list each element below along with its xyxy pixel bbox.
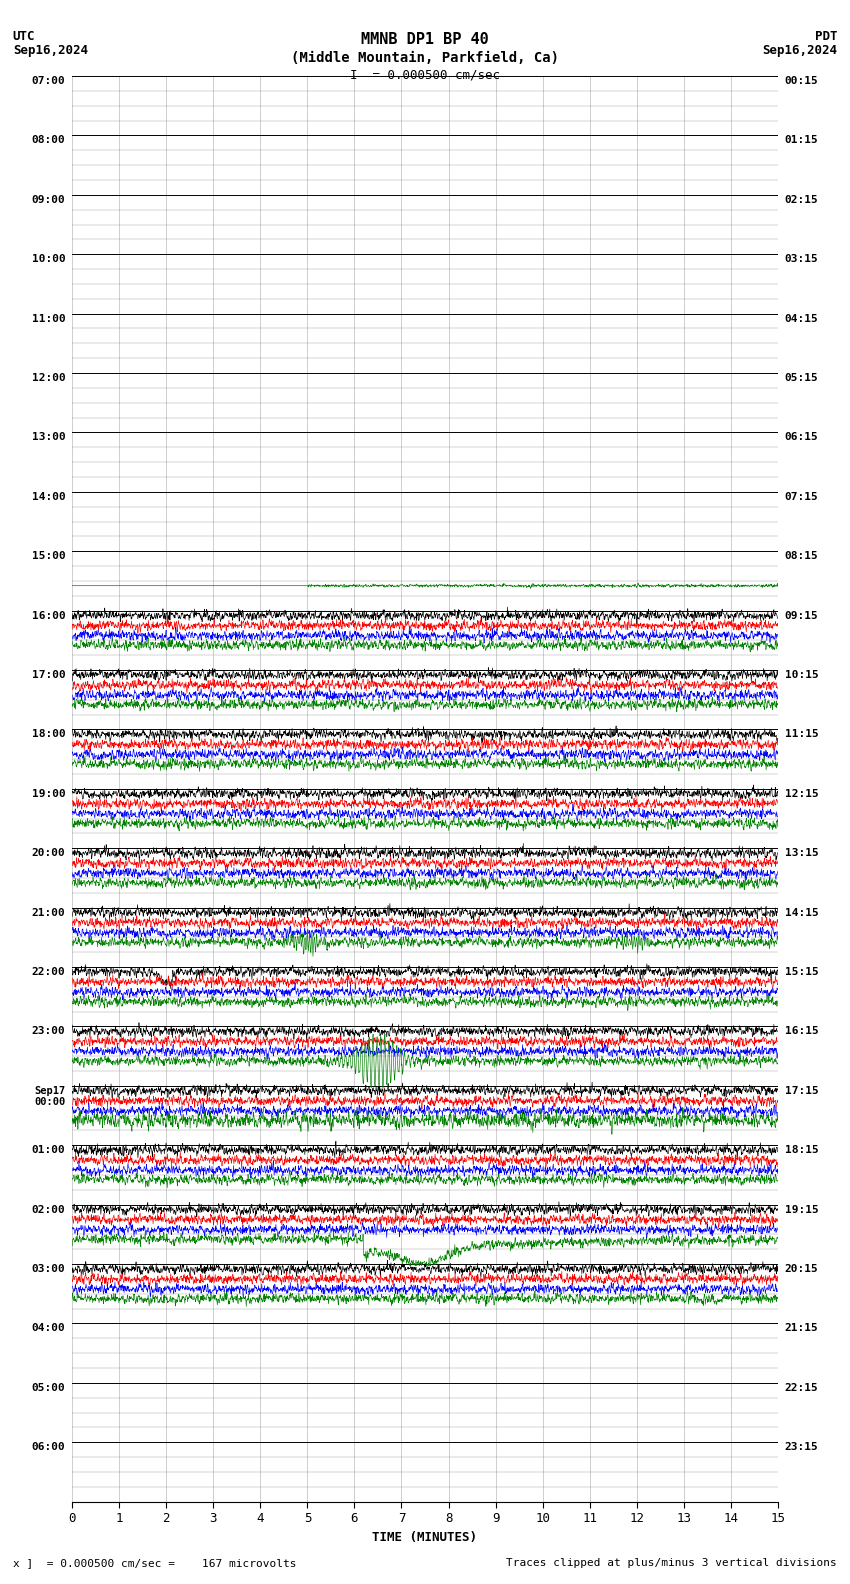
Text: 12:00: 12:00: [31, 374, 65, 383]
Text: 20:00: 20:00: [31, 849, 65, 859]
Text: 09:00: 09:00: [31, 195, 65, 204]
Text: 23:15: 23:15: [785, 1441, 819, 1453]
Text: 13:00: 13:00: [31, 432, 65, 442]
Text: 14:15: 14:15: [785, 908, 819, 917]
Text: I  = 0.000500 cm/sec: I = 0.000500 cm/sec: [350, 68, 500, 81]
Text: 18:00: 18:00: [31, 729, 65, 740]
Text: 21:00: 21:00: [31, 908, 65, 917]
Text: 14:00: 14:00: [31, 491, 65, 502]
Text: 07:00: 07:00: [31, 76, 65, 86]
Text: 04:15: 04:15: [785, 314, 819, 323]
Text: 17:00: 17:00: [31, 670, 65, 680]
Text: UTC: UTC: [13, 30, 35, 43]
Text: x ]  = 0.000500 cm/sec =    167 microvolts: x ] = 0.000500 cm/sec = 167 microvolts: [13, 1559, 297, 1568]
Text: 05:15: 05:15: [785, 374, 819, 383]
Text: 01:00: 01:00: [31, 1145, 65, 1155]
Text: 03:00: 03:00: [31, 1264, 65, 1274]
Text: PDT: PDT: [815, 30, 837, 43]
Text: Sep16,2024: Sep16,2024: [13, 44, 88, 57]
Text: 01:15: 01:15: [785, 136, 819, 146]
Text: 11:00: 11:00: [31, 314, 65, 323]
Text: 19:15: 19:15: [785, 1204, 819, 1215]
Text: 12:15: 12:15: [785, 789, 819, 798]
Text: 00:15: 00:15: [785, 76, 819, 86]
Text: 02:15: 02:15: [785, 195, 819, 204]
Text: 06:15: 06:15: [785, 432, 819, 442]
Text: 07:15: 07:15: [785, 491, 819, 502]
Text: Sep17
00:00: Sep17 00:00: [34, 1087, 65, 1107]
Text: 13:15: 13:15: [785, 849, 819, 859]
Text: 22:00: 22:00: [31, 966, 65, 977]
Text: 22:15: 22:15: [785, 1383, 819, 1392]
Text: 04:00: 04:00: [31, 1324, 65, 1334]
Text: Traces clipped at plus/minus 3 vertical divisions: Traces clipped at plus/minus 3 vertical …: [507, 1559, 837, 1568]
Text: 08:00: 08:00: [31, 136, 65, 146]
Text: 06:00: 06:00: [31, 1441, 65, 1453]
Text: MMNB DP1 BP 40: MMNB DP1 BP 40: [361, 32, 489, 46]
Text: 15:15: 15:15: [785, 966, 819, 977]
Text: 17:15: 17:15: [785, 1087, 819, 1096]
Text: 23:00: 23:00: [31, 1026, 65, 1036]
Text: 21:15: 21:15: [785, 1324, 819, 1334]
Text: 19:00: 19:00: [31, 789, 65, 798]
X-axis label: TIME (MINUTES): TIME (MINUTES): [372, 1530, 478, 1543]
Text: 16:00: 16:00: [31, 610, 65, 621]
Text: Sep16,2024: Sep16,2024: [762, 44, 837, 57]
Text: 10:00: 10:00: [31, 255, 65, 265]
Text: 15:00: 15:00: [31, 551, 65, 561]
Text: 11:15: 11:15: [785, 729, 819, 740]
Text: 10:15: 10:15: [785, 670, 819, 680]
Text: 03:15: 03:15: [785, 255, 819, 265]
Text: 18:15: 18:15: [785, 1145, 819, 1155]
Text: 16:15: 16:15: [785, 1026, 819, 1036]
Text: 08:15: 08:15: [785, 551, 819, 561]
Text: 09:15: 09:15: [785, 610, 819, 621]
Text: (Middle Mountain, Parkfield, Ca): (Middle Mountain, Parkfield, Ca): [291, 51, 559, 65]
Text: 20:15: 20:15: [785, 1264, 819, 1274]
Text: 05:00: 05:00: [31, 1383, 65, 1392]
Text: 02:00: 02:00: [31, 1204, 65, 1215]
